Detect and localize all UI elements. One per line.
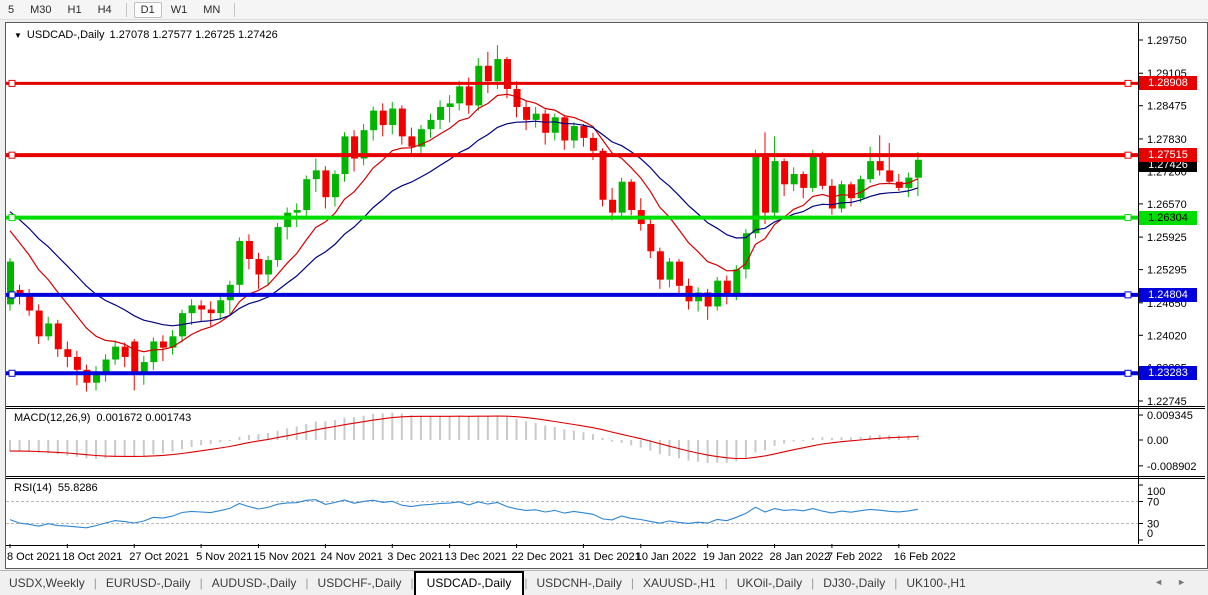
tab-separator: | <box>630 576 634 590</box>
svg-text:1.24020: 1.24020 <box>1147 330 1187 342</box>
svg-text:7 Feb 2022: 7 Feb 2022 <box>827 551 883 563</box>
svg-text:24 Nov 2021: 24 Nov 2021 <box>320 551 382 563</box>
chart-canvas[interactable]: 1.297501.291051.284751.278301.272001.265… <box>6 23 1205 568</box>
svg-text:100: 100 <box>1147 486 1165 498</box>
macd-label: MACD(12,26,9) 0.001672 0.001743 <box>14 412 191 424</box>
svg-text:1.28475: 1.28475 <box>1147 101 1187 113</box>
macd-panel[interactable] <box>6 408 1205 477</box>
svg-text:15 Nov 2021: 15 Nov 2021 <box>253 551 315 563</box>
timeframe-button-5[interactable]: 5 <box>8 3 15 16</box>
tab-scroll-right-icon[interactable]: ► <box>1177 577 1186 587</box>
hline-price-badge-1.23283: 1.23283 <box>1139 366 1197 381</box>
tab-xauusd-h1[interactable]: XAUUSD-,H1 <box>642 576 716 590</box>
tab-separator: | <box>724 576 728 590</box>
rsi-panel[interactable] <box>6 478 1205 546</box>
svg-text:1.26570: 1.26570 <box>1147 199 1187 211</box>
toolbar-separator <box>125 2 127 17</box>
rsi-name: RSI(14) <box>14 482 52 494</box>
svg-text:70: 70 <box>1147 497 1159 509</box>
svg-text:-0.008902: -0.008902 <box>1147 461 1197 473</box>
tab-usdchf-daily[interactable]: USDCHF-,Daily <box>317 576 402 590</box>
svg-text:19 Jan 2022: 19 Jan 2022 <box>703 551 764 563</box>
chart-symbol-label: USDCAD-,Daily <box>26 29 105 41</box>
symbol-tab-bar: USDX,Weekly | EURUSD-,Daily | AUDUSD-,Daily |… <box>0 570 1208 595</box>
tab-eurusd-daily[interactable]: EURUSD-,Daily <box>105 576 191 590</box>
hline-price-badge-1.28908: 1.28908 <box>1139 76 1197 91</box>
svg-text:10 Jan 2022: 10 Jan 2022 <box>636 551 697 563</box>
svg-text:0: 0 <box>1147 528 1153 540</box>
svg-text:28 Jan 2022: 28 Jan 2022 <box>770 551 831 563</box>
svg-text:0.009345: 0.009345 <box>1147 410 1193 422</box>
chart-ohlc-values: 1.27078 1.27577 1.26725 1.27426 <box>109 29 278 41</box>
tab-uk100-h1[interactable]: UK100-,H1 <box>906 576 966 590</box>
price-axis-border <box>1138 23 1139 544</box>
chart-title: ▼ USDCAD-,Daily 1.27078 1.27577 1.26725 … <box>14 29 278 41</box>
svg-text:22 Dec 2021: 22 Dec 2021 <box>512 551 574 563</box>
timeframe-button-M30[interactable]: M30 <box>30 3 52 16</box>
price-panel[interactable] <box>6 23 1205 407</box>
svg-text:1.25925: 1.25925 <box>1147 232 1187 244</box>
svg-text:27 Oct 2021: 27 Oct 2021 <box>129 551 189 563</box>
timeframe-button-W1[interactable]: W1 <box>170 3 188 16</box>
tab-separator: | <box>199 576 203 590</box>
tab-separator: | <box>811 576 815 590</box>
macd-name: MACD(12,26,9) <box>14 412 91 424</box>
rsi-value: 55.8286 <box>57 482 98 494</box>
timeframe-button-H4[interactable]: H4 <box>97 3 112 16</box>
tab-audusd-daily[interactable]: AUDUSD-,Daily <box>211 576 297 590</box>
timeframe-button-H1[interactable]: H1 <box>67 3 82 16</box>
hline-price-badge-1.27515: 1.27515 <box>1139 148 1197 163</box>
svg-text:16 Feb 2022: 16 Feb 2022 <box>894 551 956 563</box>
timeframe-button-D1[interactable]: D1 <box>133 1 162 18</box>
svg-text:13 Dec 2021: 13 Dec 2021 <box>445 551 507 563</box>
timeframe-toolbar: 5 M30 H1 H4 D1 W1 MN <box>0 0 1208 20</box>
tab-usdcad-daily[interactable]: USDCAD-,Daily <box>413 571 525 595</box>
svg-text:30: 30 <box>1147 519 1159 531</box>
tab-dj30-daily[interactable]: DJ30-,Daily <box>823 576 886 590</box>
svg-text:0.00: 0.00 <box>1147 435 1168 447</box>
tab-scrollers: ◄ ► <box>1154 577 1186 587</box>
collapse-triangle-icon[interactable]: ▼ <box>14 30 22 40</box>
chart-window[interactable]: 1.29750 1.29105 1.28475 1.27830 1.27200 1.265… <box>5 22 1208 569</box>
tab-scroll-left-icon[interactable]: ◄ <box>1154 577 1164 587</box>
toolbar-separator <box>234 2 236 17</box>
macd-values: 0.001672 0.001743 <box>96 412 192 424</box>
svg-text:1.25295: 1.25295 <box>1147 265 1187 277</box>
tab-usdx-weekly[interactable]: USDX,Weekly <box>9 576 85 590</box>
rsi-label: RSI(14) 55.8286 <box>14 482 98 494</box>
timeframe-button-MN[interactable]: MN <box>203 3 221 16</box>
hline-price-badge-1.24804: 1.24804 <box>1139 287 1197 302</box>
tab-usdcnh-daily[interactable]: USDCNH-,Daily <box>536 576 622 590</box>
svg-text:1.27830: 1.27830 <box>1147 134 1187 146</box>
tab-separator: | <box>305 576 309 590</box>
svg-text:3 Dec 2021: 3 Dec 2021 <box>387 551 443 563</box>
svg-text:31 Dec 2021: 31 Dec 2021 <box>578 551 640 563</box>
svg-text:1.22745: 1.22745 <box>1147 396 1187 408</box>
svg-text:18 Oct 2021: 18 Oct 2021 <box>62 551 122 563</box>
svg-text:8 Oct 2021: 8 Oct 2021 <box>7 551 61 563</box>
svg-text:1.29750: 1.29750 <box>1147 35 1187 47</box>
tab-separator: | <box>894 576 898 590</box>
tab-ukoil-daily[interactable]: UKOil-,Daily <box>736 576 803 590</box>
svg-text:5 Nov 2021: 5 Nov 2021 <box>196 551 252 563</box>
tab-separator: | <box>524 576 528 590</box>
tab-separator: | <box>93 576 97 590</box>
hline-price-badge-1.26304: 1.26304 <box>1139 210 1197 225</box>
tab-separator: | <box>410 576 414 590</box>
